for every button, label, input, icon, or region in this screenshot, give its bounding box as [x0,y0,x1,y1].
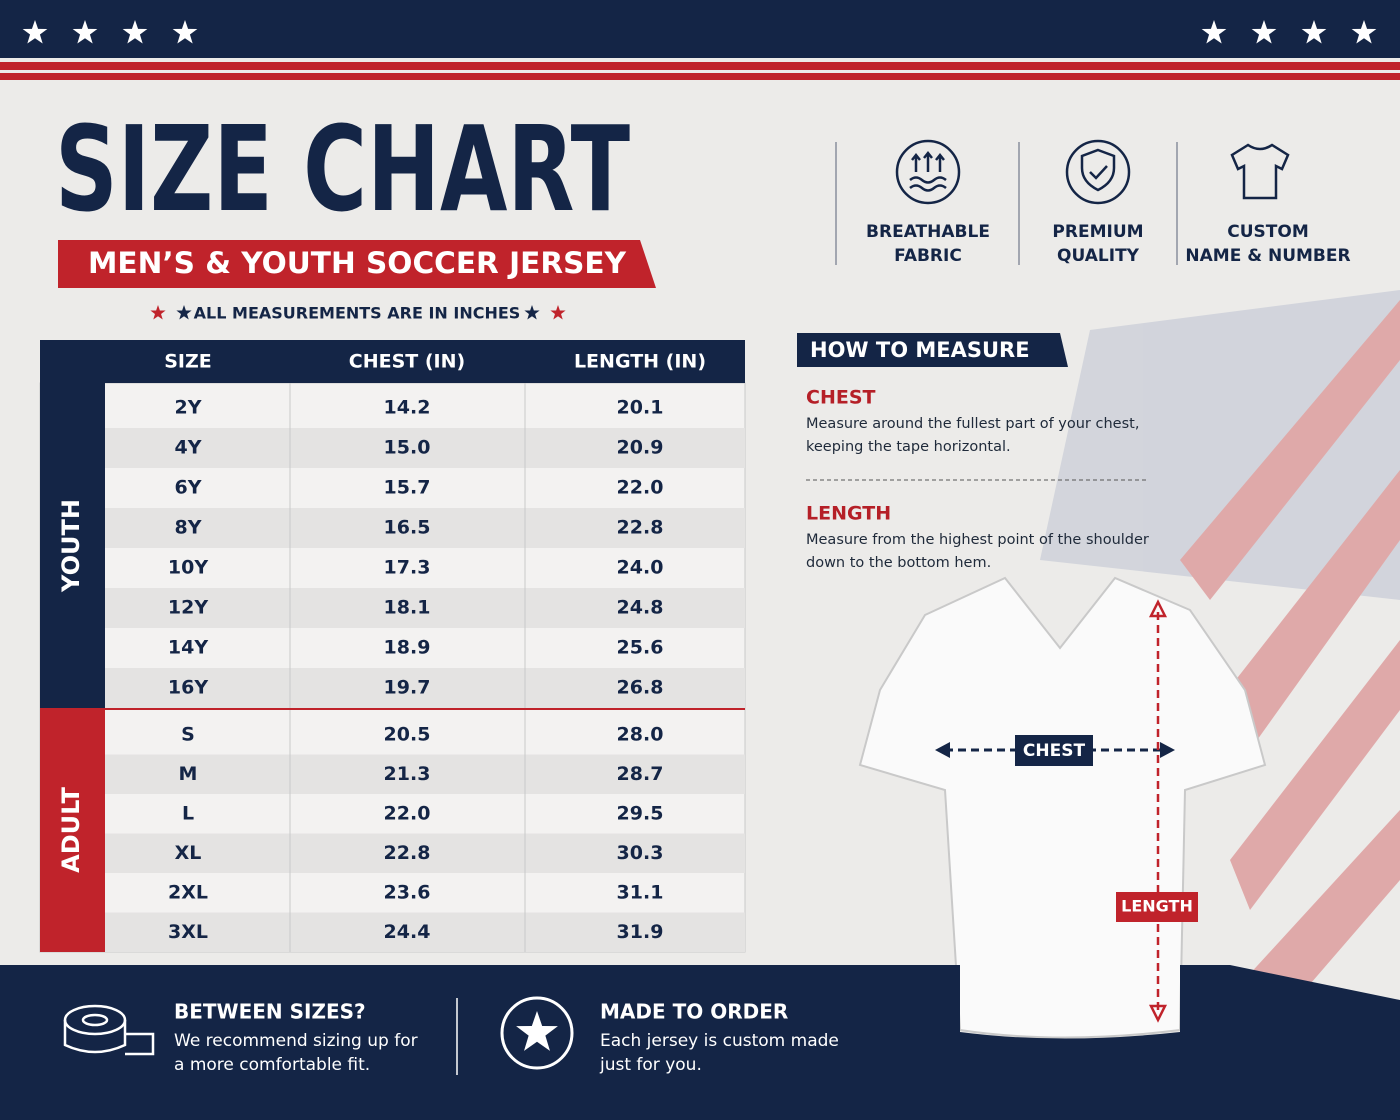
cell: 8Y [175,517,202,539]
cell: 31.9 [617,921,664,943]
cell: S [181,723,195,745]
stripe-line [0,70,1400,73]
row-shade [105,912,745,952]
cell: 18.1 [384,597,431,619]
row-shade [105,754,745,794]
cell: 23.6 [384,881,431,903]
subtitle: MEN’S & YOUTH SOCCER JERSEY [88,246,627,280]
cell: 20.5 [384,723,431,745]
cell: 20.1 [617,397,664,419]
feature-label: BREATHABLE [866,222,990,242]
cell: 15.7 [384,477,431,499]
footer: BETWEEN SIZES? We recommend sizing up for… [174,1000,839,1076]
tape-icon [63,1004,155,1056]
cell: 31.1 [617,881,664,903]
measure-title: HOW TO MEASURE [810,338,1030,362]
measure-sections: CHEST Measure around the fullest part of … [806,387,1149,572]
cell: 15.0 [384,437,431,459]
cell: 22.8 [617,517,664,539]
chest-label: CHEST [1023,741,1086,761]
cell: 22.0 [384,802,431,824]
cell: 29.5 [617,802,664,824]
cell: 22.0 [617,477,664,499]
cell: XL [175,842,202,864]
cell: 6Y [175,477,202,499]
footer-title: MADE TO ORDER [600,1000,788,1024]
feature-label: QUALITY [1057,246,1140,266]
feature-label: PREMIUM [1052,222,1143,242]
row-shade [105,833,745,873]
measure-text: down to the bottom hem. [806,555,991,571]
cell: 22.8 [384,842,431,864]
footer-text: a more comfortable fit. [174,1055,370,1075]
cell: L [182,802,194,824]
footer-text: just for you. [599,1055,702,1075]
group-band [40,708,105,952]
footer-text: Each jersey is custom made [600,1031,839,1051]
measure-tag [797,333,1068,367]
cell: 18.9 [384,637,431,659]
note: ALL MEASUREMENTS ARE IN INCHES [194,304,521,323]
cell: 14Y [168,637,208,659]
feature-dividers [835,142,1178,265]
footer-text: We recommend sizing up for [174,1031,418,1051]
cell: 24.8 [617,597,664,619]
cell: 4Y [175,437,202,459]
chest-label-box [1015,735,1093,766]
cell: 19.7 [384,677,431,699]
column-header: CHEST (IN) [349,351,465,373]
cell: 25.6 [617,637,664,659]
cell: 17.3 [384,557,431,579]
length-label-box [1116,892,1198,922]
column-header: LENGTH (IN) [574,351,706,373]
size-table: SIZE CHEST (IN) LENGTH (IN) YOUTH 2Y 14.2 20.1… [39,340,746,953]
feature-icons [895,139,1290,205]
row-shade [105,428,745,468]
length-arrow [1148,599,1168,1023]
cell: 14.2 [384,397,431,419]
footer-band [0,965,1400,1120]
cell: M [179,763,198,785]
cell: 28.0 [617,723,664,745]
group-label: YOUTH [57,499,85,593]
feature-label: FABRIC [894,246,962,266]
measure-text: Measure around the fullest part of your … [806,416,1139,432]
table-header [40,340,745,383]
cell: 10Y [168,557,208,579]
measure-heading: CHEST [806,387,876,409]
column-header: SIZE [164,351,212,373]
cell: 2Y [175,397,202,419]
feature-label: CUSTOM [1227,222,1309,242]
group-band [40,383,105,708]
row-shade [105,508,745,548]
footer-title: BETWEEN SIZES? [174,1000,366,1024]
features: BREATHABLE FABRIC PREMIUM QUALITY CUSTOM NAME… [866,222,1351,266]
measure-text: keeping the tape horizontal. [806,439,1011,455]
cell: 16Y [168,677,208,699]
cell: 24.0 [617,557,664,579]
feature-label: NAME & NUMBER [1185,246,1350,266]
row-shade [105,588,745,628]
cell: 12Y [168,597,208,619]
measure-text: Measure from the highest point of the sh… [806,532,1149,548]
cell: 28.7 [617,763,664,785]
cell: 21.3 [384,763,431,785]
top-band [0,0,1400,58]
cell: 20.9 [617,437,664,459]
measure-heading: LENGTH [806,503,891,525]
cell: 3XL [168,921,208,943]
group-label: ADULT [57,787,85,873]
title: SIZE CHART [55,100,630,238]
cell: 26.8 [617,677,664,699]
cell: 16.5 [384,517,431,539]
cell: 24.4 [384,921,431,943]
subtitle-banner [58,240,656,288]
cell: 2XL [168,881,208,903]
row-shade [105,668,745,708]
star-badge [500,996,574,1070]
length-label: LENGTH [1121,897,1193,916]
cell: 30.3 [617,842,664,864]
